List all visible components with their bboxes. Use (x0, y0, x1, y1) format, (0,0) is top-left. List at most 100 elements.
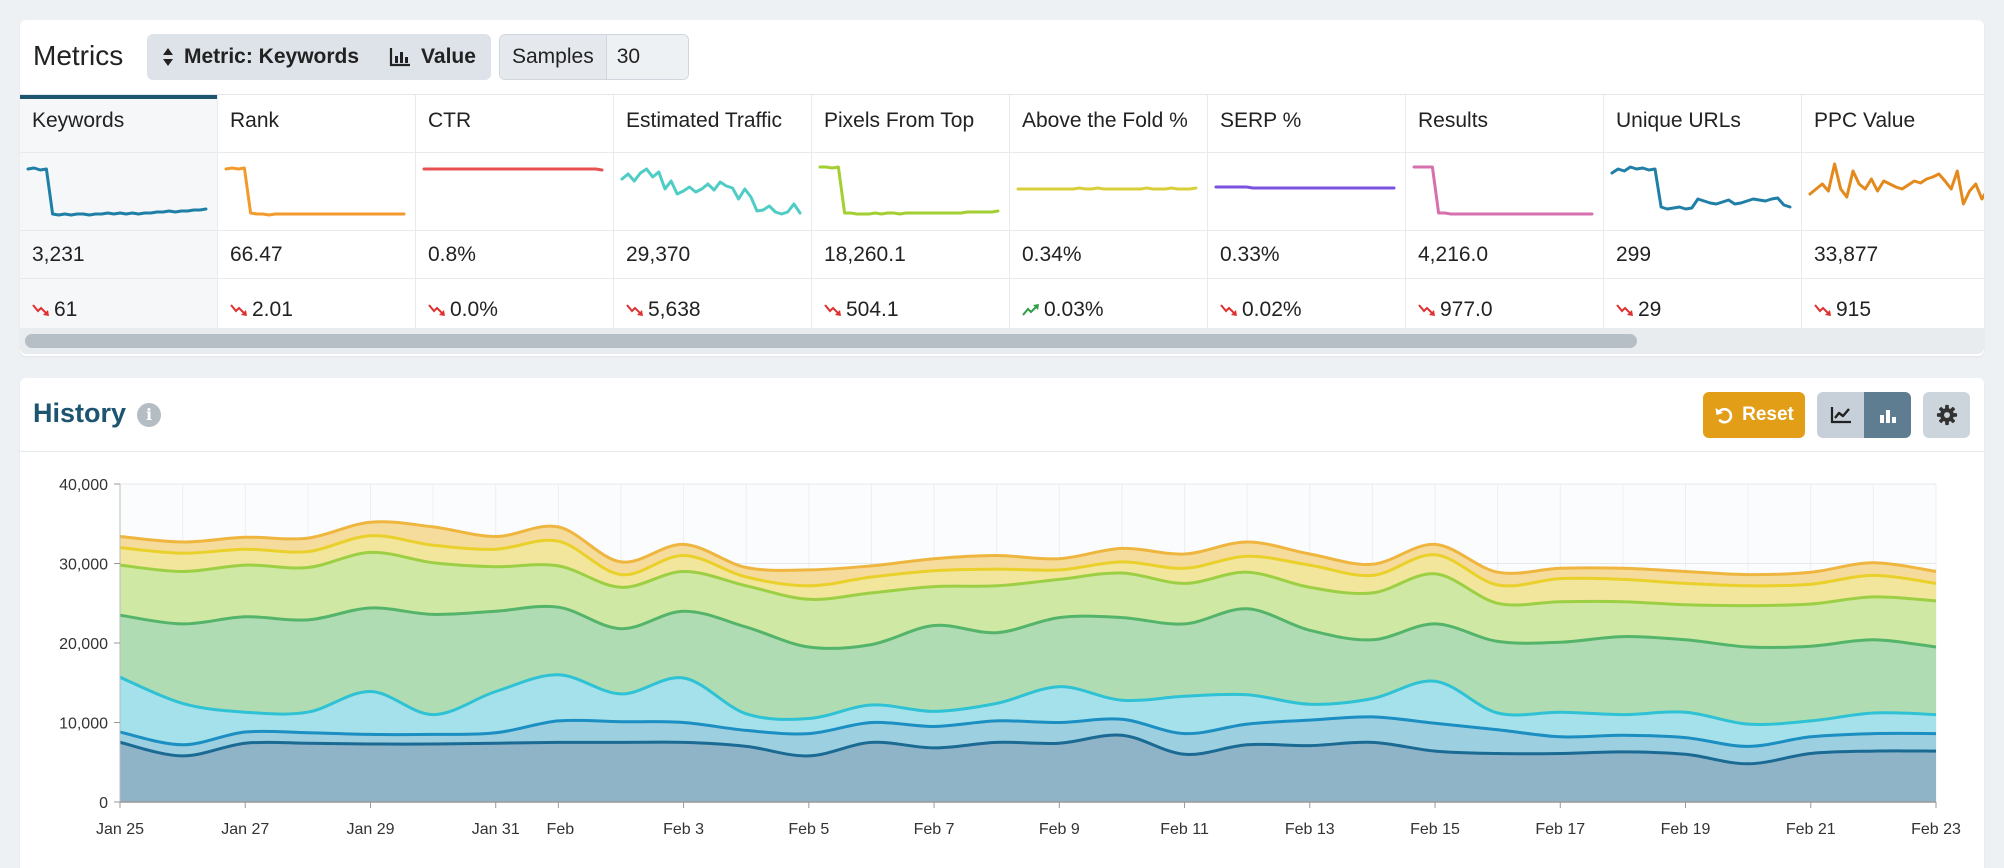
area-series-1 (120, 734, 1936, 802)
sparkline (1208, 153, 1405, 231)
reset-button[interactable]: Reset (1703, 392, 1805, 438)
line-series-6 (119, 534, 1937, 588)
metric-change-value: 977.0 (1440, 298, 1493, 321)
metric-change-value: 2.01 (252, 298, 293, 321)
settings-button[interactable] (1923, 392, 1970, 438)
undo-icon (1715, 407, 1733, 424)
sparkline-graph (224, 166, 406, 217)
metric-name[interactable]: Above the Fold % (1010, 95, 1207, 153)
line-series-3 (119, 673, 1937, 726)
metric-change-value: 29 (1638, 298, 1662, 321)
trend-down-icon (428, 304, 445, 316)
line-series-4 (119, 604, 1937, 650)
metric-change-value: 0.03% (1044, 298, 1104, 321)
info-icon[interactable]: i (137, 403, 161, 427)
line-series-5 (119, 550, 1937, 608)
metric-column-keywords[interactable]: Keywords 3,231 61 (20, 95, 218, 328)
metric-name[interactable]: CTR (416, 95, 613, 153)
metric-column-serp[interactable]: SERP % 0.33% 0.02% (1208, 95, 1406, 328)
x-tick-label: Feb 21 (1786, 821, 1836, 838)
x-tick-label: Feb 5 (788, 821, 829, 838)
x-tick-label: Feb (547, 821, 575, 838)
history-panel: History i Reset (20, 378, 1984, 868)
metric-name[interactable]: Results (1406, 95, 1603, 153)
sparkline-line (224, 166, 406, 217)
metric-value: 0.33% (1208, 231, 1405, 279)
y-tick-label: 10,000 (59, 716, 108, 733)
metric-controls: Metric: Keywords Value (147, 34, 491, 80)
sparkline (416, 153, 613, 231)
sparkline-graph (1016, 186, 1198, 191)
metric-name[interactable]: Pixels From Top (812, 95, 1009, 153)
line-series-7 (119, 520, 1937, 577)
sparkline-graph (422, 167, 604, 172)
reset-label: Reset (1742, 404, 1794, 425)
sparkline (1010, 153, 1207, 231)
metric-value: 29,370 (614, 231, 811, 279)
sparkline (1802, 153, 1984, 231)
metric-name[interactable]: SERP % (1208, 95, 1405, 153)
metric-column-rank[interactable]: Rank 66.47 2.01 (218, 95, 416, 328)
metric-column-ctr[interactable]: CTR 0.8% 0.0% (416, 95, 614, 328)
horizontal-scrollbar[interactable] (20, 328, 1984, 354)
metric-name[interactable]: Rank (218, 95, 415, 153)
metric-change: 0.03% (1010, 279, 1207, 328)
metric-change-value: 0.0% (450, 298, 498, 321)
sparkline-line (26, 166, 208, 217)
bar-chart-view-button[interactable] (1864, 392, 1911, 438)
history-chart[interactable]: 0 10,000 20,000 30,000 40,000 Jan 25 Jan 27 Jan… (20, 452, 1984, 868)
gear-icon (1936, 404, 1957, 426)
sparkline (218, 153, 415, 231)
sparkline (20, 153, 217, 231)
metric-name[interactable]: Keywords (20, 95, 217, 153)
value-button-label: Value (421, 45, 476, 68)
metric-change-value: 61 (54, 298, 78, 321)
sparkline (1604, 153, 1801, 231)
metric-column-estimated-traffic[interactable]: Estimated Traffic 29,370 5,638 (614, 95, 812, 328)
y-tick-label: 20,000 (59, 636, 108, 653)
metric-column-above-the-fold[interactable]: Above the Fold % 0.34% 0.03% (1010, 95, 1208, 328)
metric-column-ppc-value[interactable]: PPC Value 33,877 915 (1802, 95, 1984, 328)
metric-change: 977.0 (1406, 279, 1603, 328)
metric-select-button[interactable]: Metric: Keywords (147, 34, 374, 80)
sparkline-graph (1214, 185, 1396, 190)
samples-input[interactable] (606, 35, 688, 79)
metric-change: 5,638 (614, 279, 811, 328)
value-button[interactable]: Value (374, 34, 491, 80)
sparkline-graph (1808, 162, 1984, 206)
sparkline-line (1016, 186, 1198, 191)
samples-label: Samples (500, 35, 607, 79)
metric-name[interactable]: PPC Value (1802, 95, 1984, 153)
trend-down-icon (824, 304, 841, 316)
metric-name[interactable]: Unique URLs (1604, 95, 1801, 153)
history-title: History (33, 398, 127, 428)
metric-change: 0.0% (416, 279, 613, 328)
line-series-2 (119, 715, 1937, 748)
trend-down-icon (32, 304, 49, 316)
x-tick-label: Jan 25 (96, 821, 144, 838)
scrollbar-thumb[interactable] (25, 334, 1637, 348)
sort-icon (163, 48, 173, 66)
metric-value: 18,260.1 (812, 231, 1009, 279)
sparkline-graph (26, 166, 208, 217)
metric-select-label: Metric: Keywords (184, 45, 360, 68)
metric-change-value: 0.02% (1242, 298, 1302, 321)
metric-name[interactable]: Estimated Traffic (614, 95, 811, 153)
sparkline-graph (818, 165, 1000, 216)
metric-column-unique-urls[interactable]: Unique URLs 299 29 (1604, 95, 1802, 328)
metric-column-results[interactable]: Results 4,216.0 977.0 (1406, 95, 1604, 328)
metric-change-value: 915 (1836, 298, 1872, 321)
metric-column-pixels-from-top[interactable]: Pixels From Top 18,260.1 504.1 (812, 95, 1010, 328)
history-header: History i Reset (20, 378, 1984, 452)
y-tick-label: 0 (99, 795, 108, 812)
x-tick-label: Feb 9 (1039, 821, 1080, 838)
chart-view-toggle (1817, 392, 1911, 438)
sparkline-graph (1412, 165, 1594, 216)
metric-change-value: 504.1 (846, 298, 899, 321)
y-tick-label: 40,000 (59, 477, 108, 494)
x-tick-label: Feb 19 (1661, 821, 1711, 838)
sparkline-line (1610, 165, 1792, 211)
line-chart-icon (1830, 407, 1851, 424)
line-chart-view-button[interactable] (1817, 392, 1864, 438)
trend-down-icon (1418, 304, 1435, 316)
